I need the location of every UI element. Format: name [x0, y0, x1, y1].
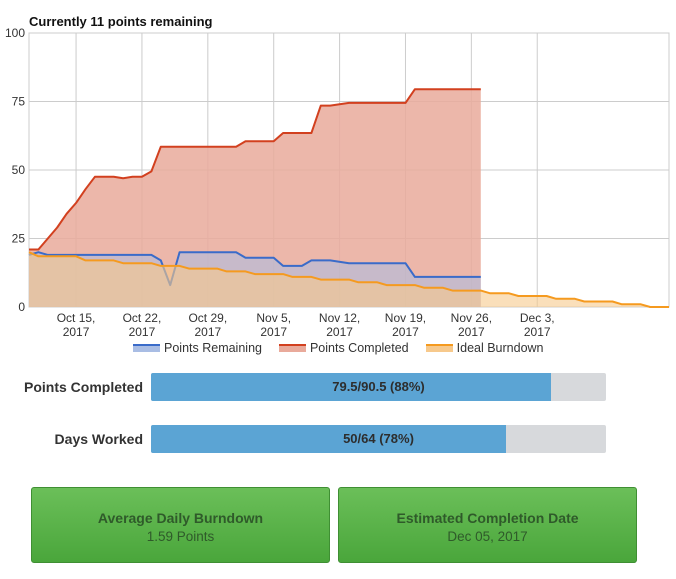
- legend-swatch-remaining: [133, 344, 160, 352]
- x-tick-label: Dec 3, 2017: [520, 311, 555, 339]
- legend-item-points-remaining[interactable]: Points Remaining: [133, 341, 262, 355]
- stat-value: Dec 05, 2017: [447, 529, 528, 544]
- x-tick-label: Nov 19, 2017: [385, 311, 426, 339]
- progress-text: 79.5/90.5 (88%): [332, 379, 425, 394]
- legend-swatch-ideal: [425, 344, 453, 352]
- x-tick-label: Nov 5, 2017: [256, 311, 291, 339]
- legend-item-points-completed[interactable]: Points Completed: [278, 341, 409, 355]
- y-tick-label: 100: [5, 26, 25, 40]
- progress-fill: [151, 425, 506, 453]
- legend-item-ideal-burndown[interactable]: Ideal Burndown: [425, 341, 544, 355]
- chart-title: Currently 11 points remaining: [29, 14, 213, 29]
- estimated-completion-date-card: Estimated Completion Date Dec 05, 2017: [338, 487, 637, 563]
- burndown-chart: 0 25 50 75 100 Oct 15, 2017 Oct 22, 2017 Oct 29, 2…: [5, 14, 670, 355]
- days-worked-row: Days Worked 50/64 (78%): [0, 425, 676, 453]
- x-tick-label: Nov 26, 2017: [451, 311, 492, 339]
- x-tick-label: Oct 29, 2017: [188, 311, 227, 339]
- legend-label: Points Completed: [309, 341, 409, 355]
- points-completed-label: Points Completed: [23, 379, 143, 395]
- points-remaining-line: [28, 251, 481, 287]
- stat-value: 1.59 Points: [146, 529, 215, 544]
- y-tick-label: 25: [12, 232, 26, 246]
- y-tick-label: 75: [12, 95, 26, 109]
- x-tick-label: Oct 15, 2017: [57, 311, 96, 339]
- x-tick-label: Oct 22, 2017: [123, 311, 162, 339]
- legend-label: Points Remaining: [164, 341, 262, 355]
- y-tick-label: 0: [18, 300, 25, 314]
- chart-canvas: 0 25 50 75 100 Oct 15, 2017 Oct 22, 2017 Oct 29, 2…: [5, 26, 670, 339]
- legend-label: Ideal Burndown: [456, 341, 544, 355]
- points-completed-line: [29, 88, 481, 251]
- x-tick-label: Nov 12, 2017: [319, 311, 360, 339]
- stat-title: Average Daily Burndown: [97, 510, 264, 526]
- legend-swatch-completed: [278, 344, 306, 352]
- days-worked-label: Days Worked: [54, 431, 143, 447]
- chart-legend: Points Remaining Points Completed Ideal …: [133, 341, 561, 355]
- stat-title: Estimated Completion Date: [396, 510, 579, 526]
- y-tick-label: 50: [12, 163, 26, 177]
- points-completed-row: Points Completed 79.5/90.5 (88%): [0, 373, 676, 401]
- ideal-burndown-line: [28, 251, 669, 308]
- days-worked-progress: 50/64 (78%): [151, 425, 606, 453]
- average-daily-burndown-card: Average Daily Burndown 1.59 Points: [31, 487, 330, 563]
- progress-text: 50/64 (78%): [343, 431, 414, 446]
- points-completed-progress: 79.5/90.5 (88%): [151, 373, 606, 401]
- points-completed-area: [29, 89, 481, 307]
- progress-fill: [151, 373, 552, 401]
